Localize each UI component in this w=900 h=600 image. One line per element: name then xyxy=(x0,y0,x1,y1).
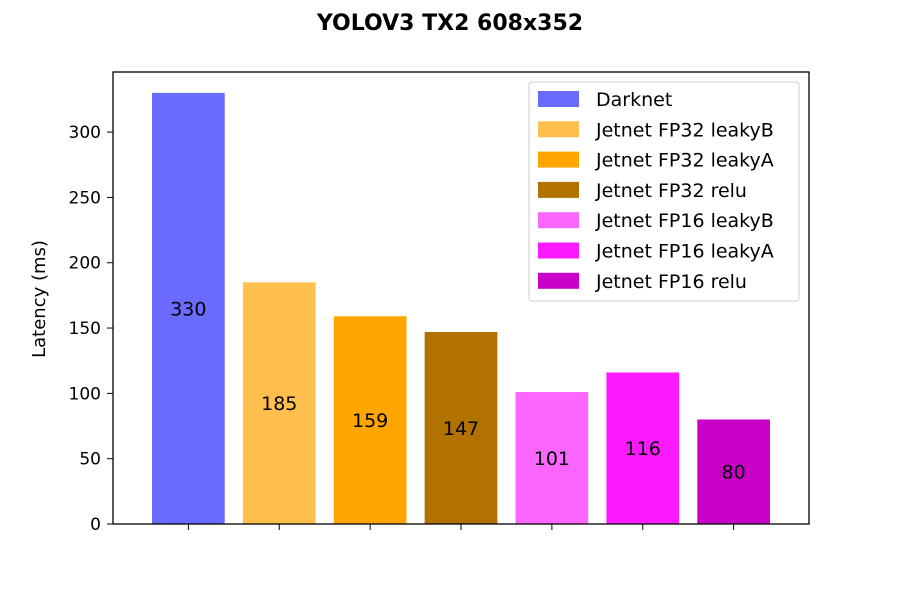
legend-swatch xyxy=(538,212,579,229)
y-tick-label: 50 xyxy=(79,450,101,470)
y-tick-label: 0 xyxy=(90,515,101,535)
bar-5 xyxy=(515,392,589,524)
bar-labels-group: 330 185 159 147 101 116 80 xyxy=(170,298,745,483)
legend-label: Darknet xyxy=(596,89,672,111)
y-axis-label: Latency (ms) xyxy=(29,240,50,358)
y-tick-label: 200 xyxy=(69,254,101,274)
legend-swatch xyxy=(538,91,579,107)
bar-value-label: 147 xyxy=(443,418,479,440)
legend: Darknet Jetnet FP32 leakyB Jetnet FP32 lea… xyxy=(528,81,800,302)
legend-frame xyxy=(528,81,800,302)
legend-label: Jetnet FP16 leakyA xyxy=(595,241,774,263)
y-tick-label: 100 xyxy=(69,384,101,404)
x-axis-ticks xyxy=(187,524,735,530)
bar-4 xyxy=(424,331,498,524)
y-tick-label: 150 xyxy=(69,319,101,339)
bar-value-label: 330 xyxy=(170,298,206,320)
y-tick-label: 300 xyxy=(69,123,101,143)
legend-label: Jetnet FP32 leakyB xyxy=(595,119,774,141)
bars-group xyxy=(152,92,770,524)
legend-swatch xyxy=(538,272,579,289)
bar-6 xyxy=(606,372,680,524)
bar-3 xyxy=(333,316,407,524)
legend-items: Darknet Jetnet FP32 leakyB Jetnet FP32 lea… xyxy=(538,89,774,293)
legend-label: Jetnet FP16 relu xyxy=(595,271,747,293)
y-tick-label: 250 xyxy=(69,188,101,208)
legend-swatch xyxy=(538,151,579,168)
bar-7 xyxy=(697,419,770,524)
bar-value-label: 80 xyxy=(722,462,746,484)
bar-1 xyxy=(152,92,225,524)
legend-label: Jetnet FP16 leakyB xyxy=(595,210,774,232)
legend-swatch xyxy=(538,181,579,198)
y-axis: 0 50 100 150 200 250 300 xyxy=(69,123,113,535)
bar-value-label: 185 xyxy=(261,393,297,415)
bar-value-label: 101 xyxy=(534,448,570,470)
legend-label: Jetnet FP32 relu xyxy=(595,180,747,202)
legend-label: Jetnet FP32 leakyA xyxy=(595,150,774,172)
bar-value-label: 159 xyxy=(352,410,388,432)
bar-value-label: 116 xyxy=(625,438,661,460)
legend-swatch xyxy=(538,242,579,259)
chart-title: YOLOV3 TX2 608x352 xyxy=(316,11,583,36)
legend-swatch xyxy=(538,121,579,138)
bar-2 xyxy=(242,282,316,524)
